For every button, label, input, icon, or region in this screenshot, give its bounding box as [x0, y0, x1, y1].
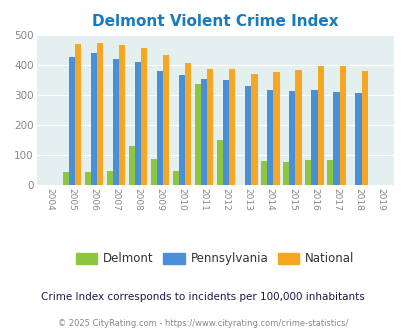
Bar	[311, 90, 317, 185]
Bar	[317, 66, 323, 185]
Legend: Delmont, Pennsylvania, National: Delmont, Pennsylvania, National	[71, 248, 358, 270]
Bar	[223, 80, 229, 185]
Bar	[295, 70, 301, 185]
Bar	[68, 57, 75, 185]
Bar	[266, 90, 273, 185]
Bar	[141, 48, 147, 185]
Bar	[62, 172, 68, 185]
Bar	[207, 69, 213, 185]
Bar	[251, 74, 257, 185]
Bar	[157, 71, 163, 185]
Bar	[194, 84, 200, 185]
Bar	[185, 63, 191, 185]
Bar	[179, 75, 185, 185]
Bar	[273, 72, 279, 185]
Title: Delmont Violent Crime Index: Delmont Violent Crime Index	[92, 14, 338, 29]
Text: © 2025 CityRating.com - https://www.cityrating.com/crime-statistics/: © 2025 CityRating.com - https://www.city…	[58, 319, 347, 328]
Bar	[260, 161, 266, 185]
Bar	[289, 90, 295, 185]
Bar	[134, 62, 141, 185]
Bar	[339, 66, 345, 185]
Bar	[163, 55, 169, 185]
Bar	[173, 171, 179, 185]
Bar	[229, 69, 235, 185]
Bar	[333, 92, 339, 185]
Bar	[107, 171, 113, 185]
Bar	[354, 93, 361, 185]
Bar	[97, 43, 103, 185]
Bar	[150, 159, 157, 185]
Bar	[305, 160, 311, 185]
Bar	[113, 59, 119, 185]
Bar	[326, 160, 333, 185]
Bar	[245, 86, 251, 185]
Text: Crime Index corresponds to incidents per 100,000 inhabitants: Crime Index corresponds to incidents per…	[41, 292, 364, 302]
Bar	[282, 162, 289, 185]
Bar	[128, 146, 134, 185]
Bar	[200, 79, 207, 185]
Bar	[119, 45, 125, 185]
Bar	[91, 53, 97, 185]
Bar	[84, 172, 91, 185]
Bar	[361, 71, 367, 185]
Bar	[75, 44, 81, 185]
Bar	[216, 140, 223, 185]
